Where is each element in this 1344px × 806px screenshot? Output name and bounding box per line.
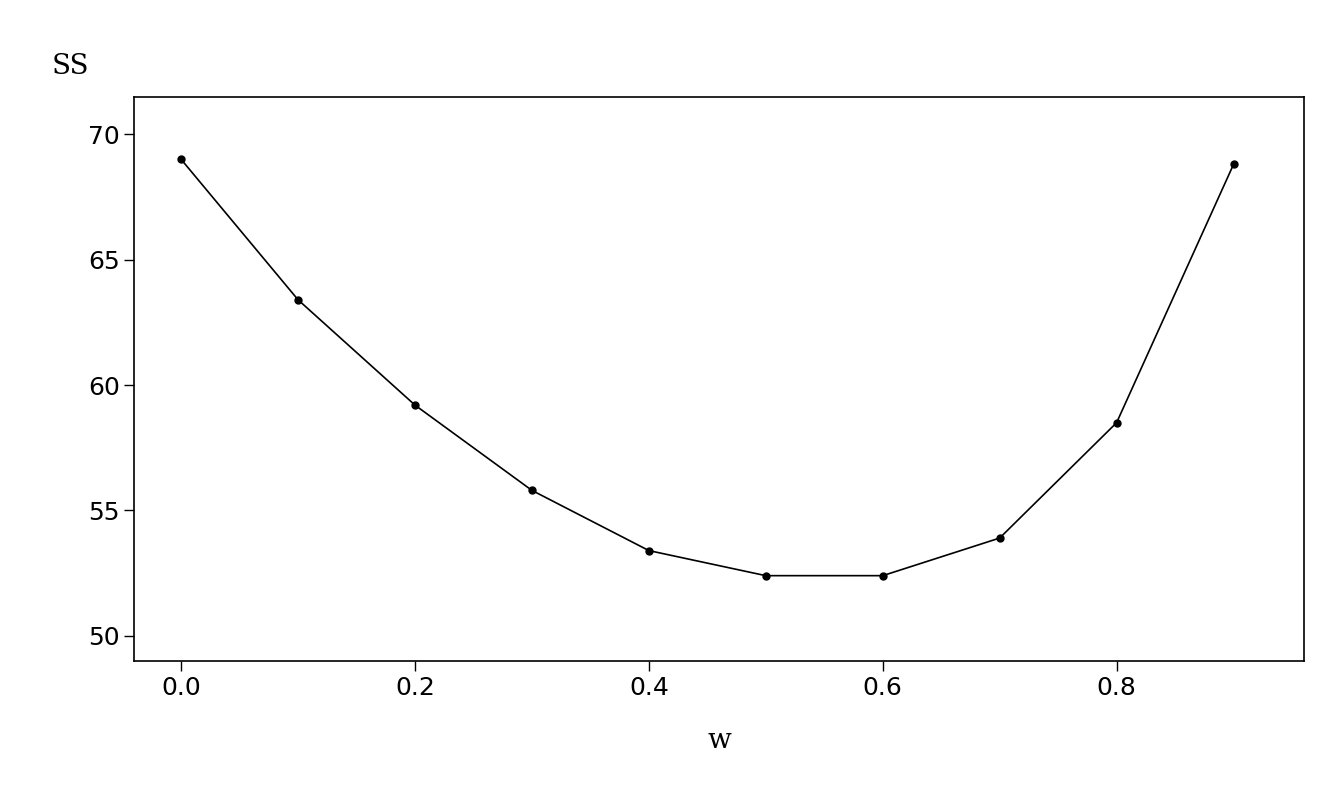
X-axis label: w: w [707, 727, 731, 754]
Y-axis label: SS: SS [51, 53, 89, 80]
